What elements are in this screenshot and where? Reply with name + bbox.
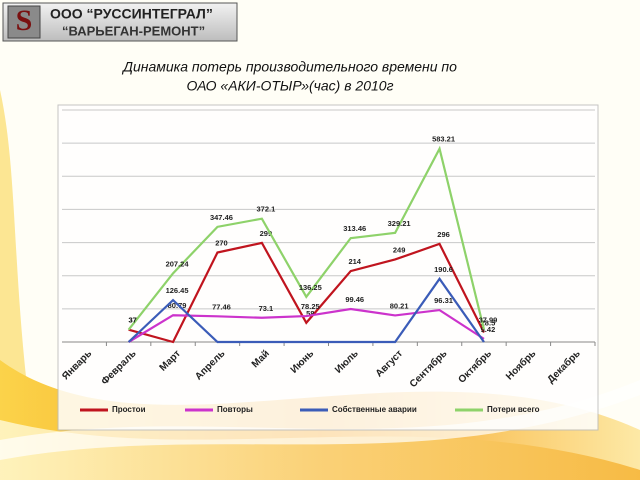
chart-title: Динамика потерь производительного времен… (121, 59, 457, 75)
data-label: 583.21 (432, 135, 455, 144)
data-label: 99.46 (345, 295, 364, 304)
subsidiary: “ВАРЬЕГАН-РЕМОНТ” (62, 23, 205, 38)
bottom-swoosh (0, 420, 640, 480)
legend-label: Простои (112, 405, 146, 414)
legend-label: Собственные аварии (332, 405, 417, 414)
data-label: 58 (306, 309, 314, 318)
series-line (127, 276, 485, 344)
data-label: 270 (215, 238, 228, 247)
legend-label: Потери всего (487, 405, 540, 414)
data-label: 37 (128, 316, 136, 325)
data-label: 347.46 (210, 213, 233, 222)
series-line (128, 241, 485, 344)
data-label: 80.21 (390, 301, 409, 310)
series-line (128, 307, 485, 343)
data-label: 80.79 (168, 301, 187, 310)
data-label: 28.5 (481, 319, 496, 328)
data-label: 37 (128, 316, 136, 325)
data-label: 214 (348, 257, 361, 266)
data-label: 136.25 (299, 283, 322, 292)
data-label: 207.24 (166, 259, 190, 268)
data-label: 313.46 (343, 224, 366, 233)
data-label: 73.1 (259, 304, 274, 313)
company: ООО “РУССИНТЕГРАЛ” (50, 6, 213, 22)
data-label: 9.42 (481, 325, 496, 334)
series-line (127, 145, 486, 331)
data-label: 77.46 (212, 302, 231, 311)
logo-letter: S (16, 4, 33, 37)
data-label: 190.6 (434, 265, 453, 274)
data-label: 249 (393, 245, 406, 254)
data-label: 372.1 (256, 205, 275, 214)
data-label: 299 (260, 229, 273, 238)
data-label: 96.31 (434, 296, 453, 305)
data-label: 296 (437, 230, 450, 239)
data-label: 37.99 (479, 315, 498, 324)
chart-title: ОАО «АКИ-ОТЫР»(час) в 2010г (187, 78, 394, 94)
legend-label: Повторы (217, 405, 253, 414)
bottom-swoosh (0, 380, 640, 460)
data-label: 126.45 (166, 286, 189, 295)
logo-mark (7, 5, 41, 39)
logo-box (2, 2, 238, 42)
data-label: 329.21 (388, 219, 411, 228)
data-label: 78.25 (301, 302, 320, 311)
